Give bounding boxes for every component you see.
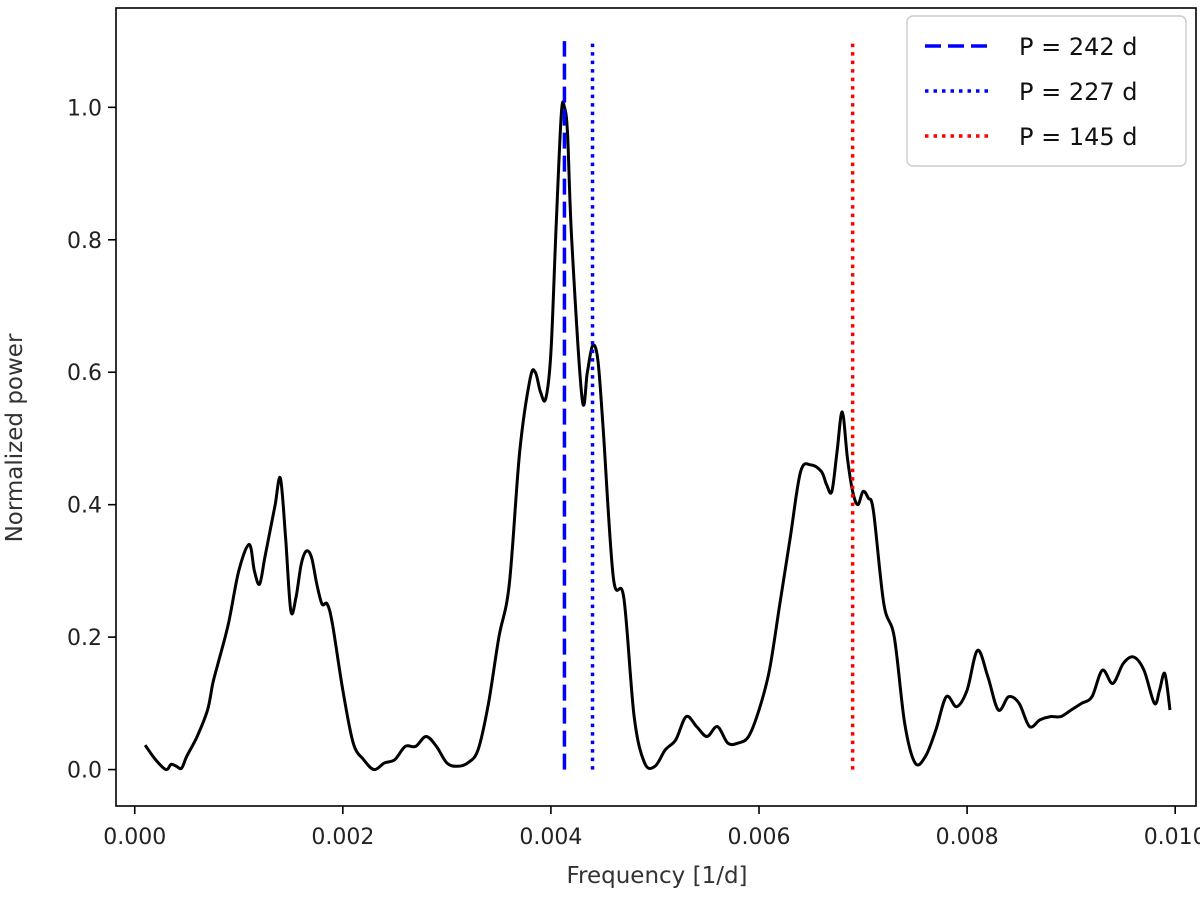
legend-box (906, 15, 1187, 167)
x-tick-label: 0.006 (728, 825, 791, 850)
y-tick-label: 0.6 (67, 361, 102, 386)
x-tick-label: 0.010 (1144, 825, 1200, 850)
x-tick-label: 0.000 (103, 825, 166, 850)
y-tick-label: 0.8 (67, 229, 102, 254)
plot-frame (115, 7, 1197, 807)
y-tick-label: 0.2 (67, 626, 102, 651)
curve-layer (143, 100, 1172, 772)
x-tick-label: 0.002 (311, 825, 374, 850)
x-axis-label: Frequency [1/d] (566, 863, 747, 889)
x-tick-label: 0.004 (519, 825, 582, 850)
power-series-line (143, 100, 1172, 772)
legend-label: P = 145 d (1019, 123, 1138, 151)
x-tick-label: 0.008 (936, 825, 999, 850)
y-tick-label: 0.0 (67, 759, 102, 784)
period-lines (562, 41, 855, 770)
y-axis-ticks: 0.0 0.2 0.4 0.6 0.8 1.0 (67, 96, 116, 784)
legend-label: P = 227 d (1019, 78, 1138, 106)
legend-label: P = 242 d (1019, 33, 1138, 61)
legend: P = 242 d P = 227 d P = 145 d (906, 15, 1187, 167)
y-tick-label: 1.0 (67, 96, 102, 121)
y-tick-label: 0.4 (67, 494, 102, 519)
x-axis-ticks: 0.000 0.002 0.004 0.006 0.008 0.010 (103, 806, 1200, 850)
y-axis-label: Normalized power (2, 333, 28, 542)
